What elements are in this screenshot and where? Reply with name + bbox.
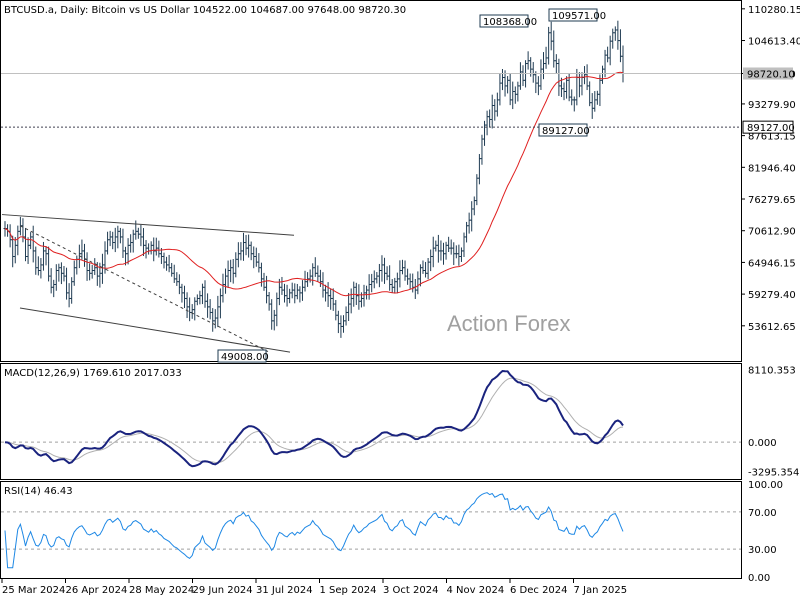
price-callout-label: 89127.00 [542, 126, 590, 137]
price-callout-label: 108368.00 [483, 17, 537, 28]
rsi-tick-label: 100.00 [748, 480, 783, 491]
rsi-panel-frame [0, 481, 742, 579]
price-tick-label: 76279.65 [748, 195, 796, 206]
current-price-tag [743, 67, 793, 80]
price-callout-box [479, 14, 529, 28]
rsi-tick-label: 30.00 [748, 545, 777, 556]
price-tick-label: 104613.40 [748, 37, 800, 48]
current-price-tag-label: 98720.10 [747, 69, 795, 80]
date-tick-label: 29 Jun 2024 [193, 585, 253, 596]
watermark: Action Forex [447, 311, 571, 336]
price-tick-label: 64946.15 [748, 258, 796, 269]
channel-mid-line [19, 225, 269, 353]
date-tick-label: 6 Dec 2024 [510, 585, 568, 596]
macd-panel-frame [0, 363, 742, 480]
date-tick-label: 28 May 2024 [129, 585, 194, 596]
price-tick-label: 53612.65 [748, 322, 796, 333]
price-axis: 110280.15 104613.40 98720.10 93279.90 87613.… [741, 5, 800, 333]
macd-tick-label: -3295.354 [748, 468, 799, 479]
rsi-tick-label: 70.00 [748, 508, 777, 519]
price-callout-label: 49008.00 [221, 352, 269, 363]
channel-lower-line [19, 307, 291, 353]
price-layer [3, 20, 625, 338]
price-tick-label: 59279.40 [748, 290, 796, 301]
price-tick-label: 87613.15 [748, 132, 796, 143]
macd-tick-label: 8110.353 [748, 365, 796, 376]
price-callout-label: 109571.00 [552, 11, 606, 22]
date-tick-label: 1 Sep 2024 [320, 585, 377, 596]
date-tick-label: 31 Jul 2024 [256, 585, 313, 596]
date-tick-label: 26 Apr 2024 [66, 585, 128, 596]
callouts-layer: 108368.00 109571.00 89127.00 49008.00 [217, 8, 606, 363]
price-callout-box [217, 349, 267, 363]
symbol-header: BTCUSD.a, Daily: Bitcoin vs US Dollar 10… [4, 5, 406, 16]
price-tick-label: 81946.40 [748, 163, 796, 174]
macd-label: MACD(12,26,9) 1769.610 2017.033 [4, 368, 182, 379]
channel-upper-line [1, 214, 295, 236]
date-tick-label: 25 Mar 2024 [2, 585, 65, 596]
price-panel-frame [0, 0, 742, 362]
rsi-tick-label: 0.00 [748, 573, 770, 584]
price-callout-box [548, 8, 598, 22]
macd-signal-line [5, 377, 624, 464]
price-tick-label: 110280.15 [748, 5, 800, 16]
trendlines-layer [1, 72, 741, 353]
date-tick-label: 4 Nov 2024 [447, 585, 505, 596]
macd-layer: 8110.353 0.000 -3295.354 [1, 365, 799, 479]
support-price-tag-label: 89127.00 [747, 123, 795, 134]
moving-average-line [4, 71, 624, 297]
macd-line [4, 369, 624, 468]
moving-average-layer [4, 71, 624, 297]
date-tick-label: 3 Oct 2024 [383, 585, 438, 596]
price-tick-label: 70612.90 [748, 227, 796, 238]
macd-tick-label: 0.000 [748, 438, 777, 449]
date-tick-label: 7 Jan 2025 [574, 585, 628, 596]
rsi-line [4, 492, 624, 569]
rsi-layer: 100.00 70.00 30.00 0.00 [1, 480, 783, 584]
price-tick-label: 93279.90 [748, 100, 796, 111]
support-price-tag [742, 120, 794, 134]
rsi-label: RSI(14) 46.43 [4, 486, 73, 497]
price-callout-box [538, 123, 588, 137]
